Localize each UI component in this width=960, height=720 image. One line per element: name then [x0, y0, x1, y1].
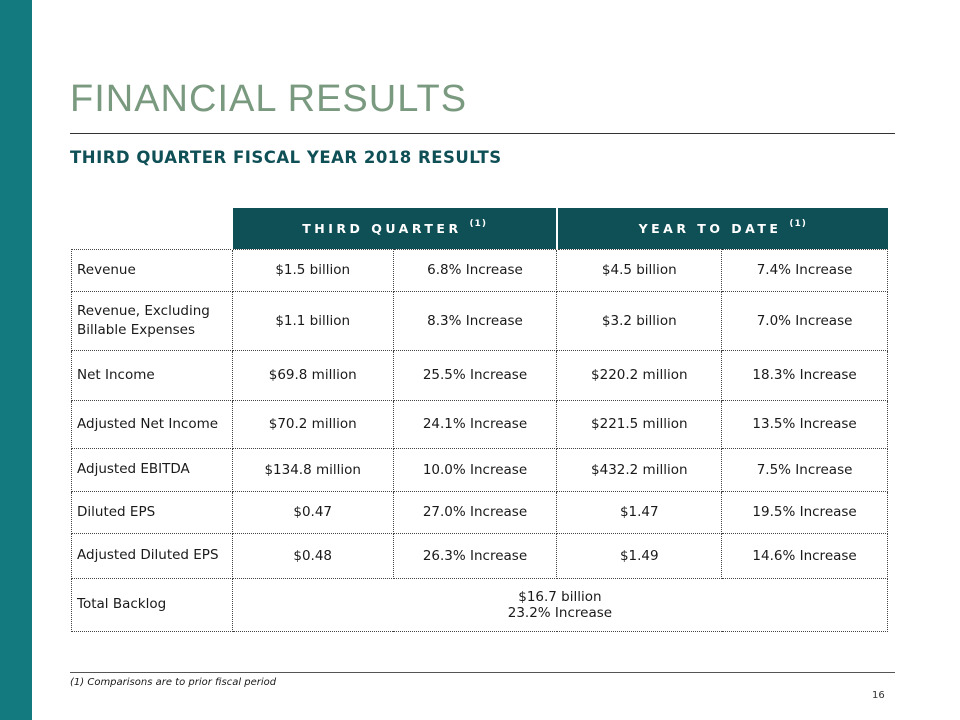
table-row-diluted-eps: Diluted EPS $0.47 27.0% Increase $1.47 1…: [71, 490, 888, 534]
q-change: 24.1% Increase: [392, 399, 558, 449]
page-subtitle: THIRD QUARTER FISCAL YEAR 2018 RESULTS: [70, 148, 502, 167]
table-header-row: THIRD QUARTER (1) YEAR TO DATE (1): [71, 208, 888, 249]
table-row-total-backlog: Total Backlog $16.7 billion 23.2% Increa…: [71, 577, 889, 632]
q-change: 8.3% Increase: [392, 290, 558, 351]
ytd-value: $1.49: [556, 532, 723, 579]
row-label: Net Income: [71, 349, 233, 401]
ytd-change: 7.5% Increase: [721, 447, 888, 492]
ytd-change: 14.6% Increase: [721, 532, 888, 579]
ytd-change: 7.0% Increase: [721, 290, 888, 351]
header-blank-cell: [71, 208, 233, 249]
q-change: 6.8% Increase: [392, 248, 558, 292]
ytd-change: 7.4% Increase: [721, 248, 888, 292]
footnote: (1) Comparisons are to prior fiscal peri…: [70, 677, 277, 688]
ytd-change: 19.5% Increase: [721, 490, 888, 534]
ytd-value: $221.5 million: [556, 399, 723, 449]
row-label: Total Backlog: [71, 577, 233, 632]
q-change: 27.0% Increase: [392, 490, 558, 534]
row-label: Diluted EPS: [71, 490, 233, 534]
row-label: Adjusted Diluted EPS: [71, 532, 233, 579]
q-value: $70.2 million: [231, 399, 394, 449]
q-change: 10.0% Increase: [392, 447, 558, 492]
row-label: Revenue: [71, 248, 233, 292]
header-third-quarter-label: THIRD QUARTER: [302, 220, 462, 236]
table-row-revenue-excluding: Revenue, Excluding Billable Expenses $1.…: [71, 290, 888, 351]
results-table: THIRD QUARTER (1) YEAR TO DATE (1) Reven…: [71, 208, 889, 632]
row-label: Revenue, Excluding Billable Expenses: [71, 290, 233, 351]
ytd-value: $220.2 million: [556, 349, 723, 401]
page-title: FINANCIAL RESULTS: [70, 78, 468, 120]
ytd-value: $1.47: [556, 490, 723, 534]
header-year-to-date-label: YEAR TO DATE: [638, 220, 782, 236]
row-label: Adjusted Net Income: [71, 399, 233, 449]
q-value: $0.48: [231, 532, 394, 579]
q-change: 26.3% Increase: [392, 532, 558, 579]
backlog-change: 23.2% Increase: [507, 604, 613, 621]
footer-divider: [70, 672, 895, 673]
q-value: $0.47: [231, 490, 394, 534]
ytd-value: $4.5 billion: [556, 248, 723, 292]
side-accent-bar: [0, 0, 32, 720]
page-number: 16: [872, 690, 885, 701]
header-year-to-date: YEAR TO DATE (1): [555, 208, 888, 249]
ytd-value: $432.2 million: [556, 447, 723, 492]
table-row-net-income: Net Income $69.8 million 25.5% Increase …: [71, 349, 888, 401]
q-value: $1.1 billion: [231, 290, 394, 351]
ytd-change: 13.5% Increase: [721, 399, 888, 449]
header-year-to-date-note: (1): [789, 218, 807, 229]
table-row-adjusted-net-income: Adjusted Net Income $70.2 million 24.1% …: [71, 399, 888, 449]
backlog-value: $16.7 billion: [518, 588, 602, 605]
title-divider: [70, 133, 895, 134]
ytd-change: 18.3% Increase: [721, 349, 888, 401]
ytd-value: $3.2 billion: [556, 290, 723, 351]
q-value: $134.8 million: [231, 447, 394, 492]
backlog-value-cell: $16.7 billion 23.2% Increase: [231, 577, 889, 632]
q-change: 25.5% Increase: [392, 349, 558, 401]
table-row-adjusted-ebitda: Adjusted EBITDA $134.8 million 10.0% Inc…: [71, 447, 888, 492]
header-third-quarter-note: (1): [469, 218, 487, 229]
table-row-revenue: Revenue $1.5 billion 6.8% Increase $4.5 …: [71, 248, 888, 292]
table-row-adjusted-diluted-eps: Adjusted Diluted EPS $0.48 26.3% Increas…: [71, 532, 888, 579]
header-third-quarter: THIRD QUARTER (1): [231, 208, 557, 249]
q-value: $1.5 billion: [231, 248, 394, 292]
row-label: Adjusted EBITDA: [71, 447, 233, 492]
q-value: $69.8 million: [231, 349, 394, 401]
